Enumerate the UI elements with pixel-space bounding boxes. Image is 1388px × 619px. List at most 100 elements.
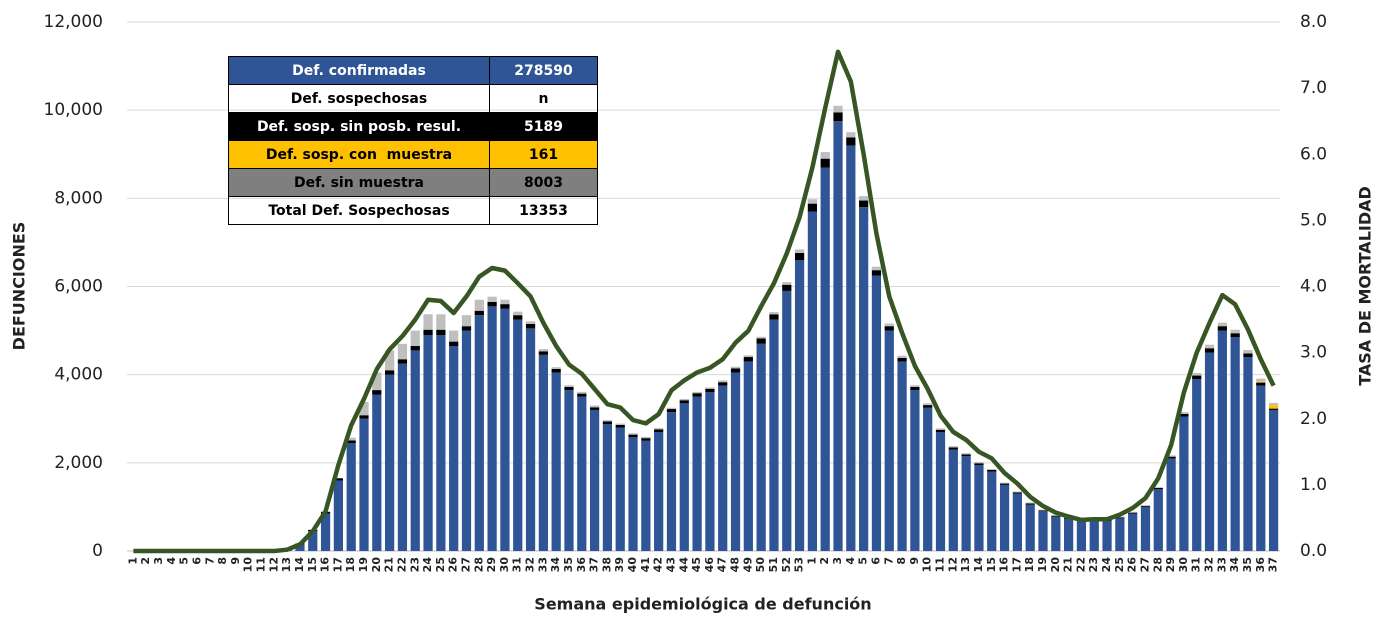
bar-segment (602, 424, 613, 551)
table-label: Def. confirmadas (228, 56, 490, 85)
bar-segment (756, 338, 766, 344)
x-tick-label: 27 (1138, 557, 1151, 572)
bar-segment (1140, 506, 1151, 507)
y-axis-title: DEFUNCIONES (10, 222, 29, 351)
bar-segment (1025, 504, 1035, 551)
bar-segment (910, 387, 920, 391)
bar-segment (1256, 378, 1266, 382)
bar-segment (1140, 505, 1151, 507)
y-tick-label: 8,000 (54, 188, 103, 208)
bar-segment (436, 314, 446, 330)
bar-segment (794, 249, 805, 253)
y2-tick-label: 2.0 (1300, 409, 1327, 429)
bar-segment (1243, 357, 1253, 551)
y2-tick-label: 4.0 (1300, 277, 1327, 297)
bar-segment (461, 315, 472, 327)
x-tick-label: 30 (1177, 557, 1190, 573)
bar-segment (487, 306, 497, 551)
bar-segment (730, 366, 741, 369)
bar-segment (628, 437, 638, 551)
bar-segment (577, 391, 587, 394)
x-tick-label: 34 (549, 557, 562, 573)
y2-axis-title: TASA DE MORTALIDAD (1356, 186, 1375, 386)
table-value: n (489, 84, 598, 113)
bar-segment (807, 211, 818, 551)
bar-segment (692, 391, 702, 394)
bar-segment (846, 137, 856, 146)
bar-segment (692, 396, 702, 551)
bar-segment (654, 428, 664, 430)
x-tick-label: 16 (319, 557, 332, 573)
bar-segment (628, 433, 638, 435)
bar-segment (359, 418, 369, 551)
bar-segment (333, 480, 343, 551)
bar-segment (833, 105, 843, 113)
x-tick-label: 21 (383, 557, 396, 572)
bar-segment (1204, 352, 1215, 551)
bar-segment (654, 431, 664, 551)
summary-table: Def. confirmadas 278590 Def. sospechosas n D… (228, 56, 598, 225)
table-label: Def. sospechosas (228, 84, 490, 113)
bar-segment (820, 158, 830, 168)
bar-segment (807, 199, 818, 204)
bar-segment (615, 424, 625, 428)
x-tick-label: 22 (1074, 557, 1087, 572)
x-tick-label: 17 (331, 557, 344, 572)
table-label: Def. sosp. con muestra (228, 140, 490, 169)
bar-segment (884, 323, 894, 327)
bar-segment (615, 427, 625, 551)
x-tick-label: 32 (1203, 557, 1216, 572)
bar-segment (513, 311, 523, 316)
table-row: Def. sin muestra 8003 (228, 168, 598, 197)
y2-tick-label: 8.0 (1300, 12, 1327, 32)
x-tick-label: 10 (242, 557, 255, 573)
bar-segment (846, 132, 856, 138)
x-tick-label: 36 (1254, 557, 1267, 573)
bar-segment (910, 390, 920, 551)
x-tick-label: 14 (293, 557, 306, 573)
y-tick-label: 2,000 (54, 453, 103, 473)
bar-segment (1153, 487, 1163, 490)
bar-segment (449, 330, 459, 342)
x-tick-label: 15 (306, 557, 319, 572)
bar-segment (589, 409, 600, 551)
bar-segment (884, 330, 894, 551)
bar-segment (474, 310, 484, 316)
x-tick-label: 37 (588, 557, 601, 572)
bar-segment (1204, 348, 1215, 353)
bar-segment (1051, 514, 1061, 516)
bar-segment (923, 403, 933, 406)
x-tick-label: 26 (447, 557, 460, 573)
bar-segment (743, 357, 753, 362)
x-tick-label: 13 (280, 557, 293, 572)
table-value: 8003 (489, 168, 598, 197)
x-tick-label: 22 (395, 557, 408, 572)
bar-segment (372, 390, 382, 395)
x-tick-label: 24 (1100, 557, 1113, 573)
bar-segment (1166, 455, 1176, 457)
bar-segment (538, 349, 548, 352)
bar-segment (602, 421, 613, 425)
x-tick-label: 11 (255, 557, 268, 572)
bar-segment (1089, 521, 1099, 551)
table-label: Def. sosp. sin posb. resul. (228, 112, 490, 141)
bar-segment (1243, 353, 1253, 358)
bar-segment (397, 343, 408, 360)
bar-segment (525, 323, 536, 329)
bar-segment (1268, 402, 1279, 406)
bar-segment (564, 387, 574, 391)
x-tick-label: 21 (1062, 557, 1075, 572)
x-tick-label: 25 (1113, 557, 1126, 572)
bar-segment (513, 315, 523, 320)
bar-segment (385, 370, 395, 375)
y2-tick-label: 1.0 (1300, 475, 1327, 495)
x-tick-label: 20 (1049, 557, 1062, 573)
bar-segment (935, 431, 946, 551)
bar-segment (372, 394, 382, 551)
bar-segment (397, 359, 408, 364)
bar-segment (1230, 337, 1240, 551)
bar-segment (923, 405, 933, 408)
x-tick-label: 3 (152, 557, 165, 565)
bar-segment (410, 346, 420, 351)
x-tick-label: 45 (690, 557, 703, 572)
